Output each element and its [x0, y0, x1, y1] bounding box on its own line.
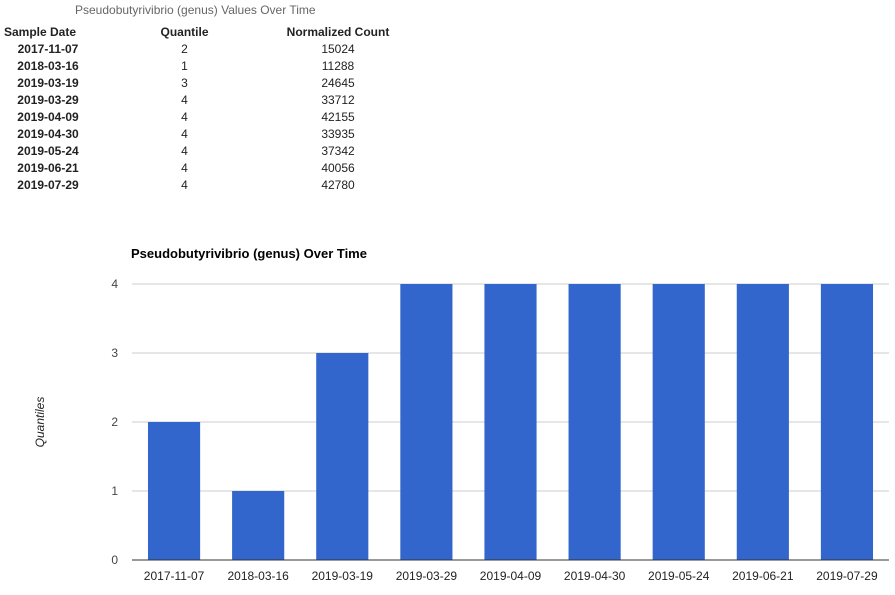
- x-tick-label: 2019-06-21: [732, 569, 794, 583]
- x-tick-label: 2019-05-24: [648, 569, 710, 583]
- cell-quantile: 4: [181, 93, 188, 107]
- cell-normalized-count: 24645: [321, 76, 355, 90]
- cell-normalized-count: 33935: [321, 127, 355, 141]
- table-row: 2019-03-19 3 24645: [4, 75, 399, 92]
- bar: [736, 284, 789, 560]
- x-tick-label: 2019-03-29: [396, 569, 458, 583]
- table-row: 2019-07-29 4 42780: [4, 177, 399, 194]
- cell-sample-date: 2018-03-16: [17, 59, 79, 73]
- x-tick-label: 2018-03-16: [227, 569, 289, 583]
- cell-sample-date: 2019-07-29: [17, 178, 79, 192]
- table-header-row: Sample Date Quantile Normalized Count: [4, 24, 399, 41]
- table-row: 2019-04-09 4 42155: [4, 109, 399, 126]
- cell-normalized-count: 33712: [321, 93, 355, 107]
- table-row: 2019-04-30 4 33935: [4, 126, 399, 143]
- y-axis-label: Quantiles: [33, 397, 47, 448]
- x-tick-label: 2019-04-30: [564, 569, 626, 583]
- cell-sample-date: 2019-05-24: [17, 144, 79, 158]
- column-header-quantile: Quantile: [160, 25, 209, 39]
- cell-quantile: 3: [181, 76, 188, 90]
- cell-normalized-count: 37342: [321, 144, 355, 158]
- y-tick-label: 0: [111, 553, 118, 567]
- cell-quantile: 1: [181, 59, 188, 73]
- cell-normalized-count: 42780: [321, 178, 355, 192]
- table-row: 2019-03-29 4 33712: [4, 92, 399, 109]
- y-tick-label: 1: [111, 484, 118, 498]
- cell-sample-date: 2017-11-07: [17, 42, 79, 56]
- data-table: Sample Date Quantile Normalized Count 20…: [4, 24, 399, 194]
- cell-normalized-count: 42155: [321, 110, 355, 124]
- table-row: 2019-06-21 4 40056: [4, 160, 399, 177]
- y-tick-label: 4: [111, 277, 118, 291]
- cell-quantile: 4: [181, 127, 188, 141]
- cell-sample-date: 2019-03-29: [17, 93, 79, 107]
- bar: [820, 284, 874, 560]
- table-row: 2019-05-24 4 37342: [4, 143, 399, 160]
- column-header-normalized-count: Normalized Count: [286, 25, 390, 39]
- x-tick-label: 2019-07-29: [816, 569, 878, 583]
- bar: [652, 284, 705, 560]
- cell-quantile: 4: [181, 110, 188, 124]
- cell-quantile: 2: [181, 42, 188, 56]
- cell-normalized-count: 15024: [321, 42, 355, 56]
- cell-quantile: 4: [181, 178, 188, 192]
- table-row: 2018-03-16 1 11288: [4, 58, 399, 75]
- bar: [400, 284, 453, 560]
- bar: [147, 422, 201, 560]
- x-tick-label: 2019-04-09: [480, 569, 542, 583]
- x-tick-label: 2019-03-19: [312, 569, 374, 583]
- cell-sample-date: 2019-06-21: [17, 161, 79, 175]
- y-tick-label: 2: [111, 415, 118, 429]
- cell-normalized-count: 40056: [321, 161, 355, 175]
- bar: [316, 353, 369, 560]
- cell-sample-date: 2019-04-09: [17, 110, 79, 124]
- cell-sample-date: 2019-04-30: [17, 127, 79, 141]
- table-caption: Pseudobutyrivibrio (genus) Values Over T…: [75, 3, 316, 17]
- cell-sample-date: 2019-03-19: [17, 76, 79, 90]
- cell-normalized-count: 11288: [321, 59, 355, 73]
- x-tick-label: 2017-11-07: [144, 569, 205, 583]
- bar: [232, 491, 285, 560]
- table-row: 2017-11-07 2 15024: [4, 41, 399, 58]
- bar: [568, 284, 621, 560]
- y-tick-label: 3: [111, 346, 118, 360]
- column-header-sample-date: Sample Date: [4, 25, 77, 39]
- chart-title: Pseudobutyrivibrio (genus) Over Time: [131, 246, 367, 261]
- cell-quantile: 4: [181, 144, 188, 158]
- cell-quantile: 4: [181, 161, 188, 175]
- bar: [484, 284, 537, 560]
